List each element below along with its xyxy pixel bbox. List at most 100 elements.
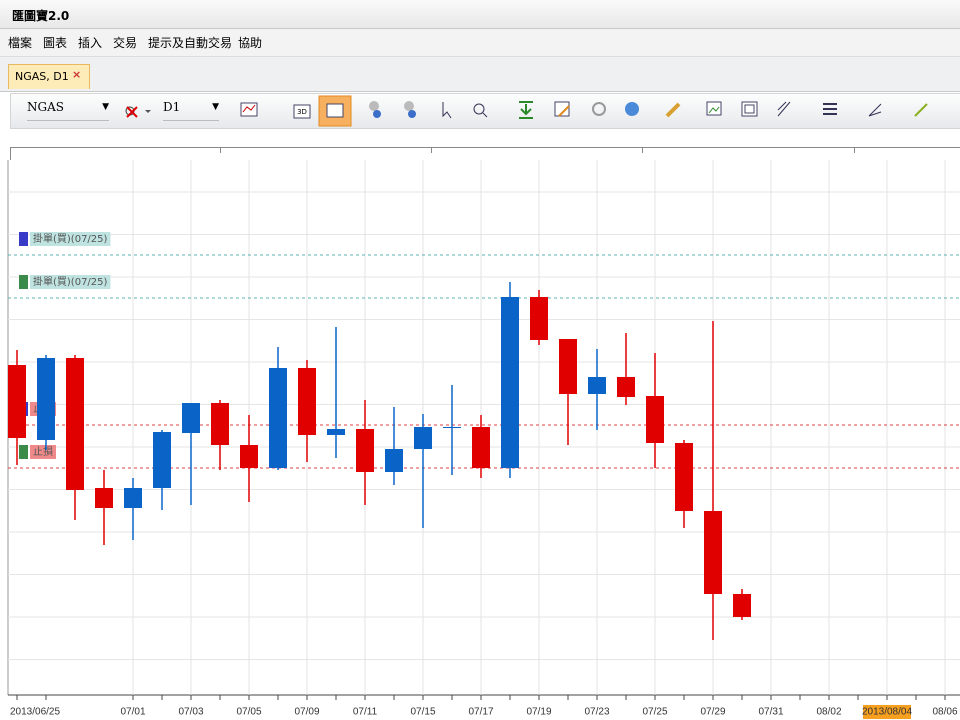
tool-icon[interactable] bbox=[442, 102, 452, 119]
icon[interactable] bbox=[123, 103, 153, 119]
candle-body bbox=[646, 396, 664, 443]
chart: 2013/06/25 07/01 07/03 07/05 07/09 07/11 07/15… bbox=[7, 160, 960, 719]
menu-item[interactable]: 提示及自動交易 bbox=[148, 36, 233, 50]
tool-icon[interactable] bbox=[868, 103, 882, 117]
level-label: 掛單(買)(07/25) bbox=[33, 232, 108, 245]
svg-text:3D: 3D bbox=[297, 108, 307, 116]
ruler-tick bbox=[431, 148, 432, 153]
arrow: ▼ bbox=[102, 102, 109, 112]
menu-item[interactable]: 圖表 bbox=[43, 36, 68, 50]
timeframe: D1 bbox=[163, 100, 181, 114]
tool-icon[interactable] bbox=[404, 101, 416, 118]
x-tick-label: 07/01 bbox=[120, 707, 145, 718]
ruler-tick bbox=[642, 148, 643, 153]
label-highlight bbox=[863, 705, 911, 719]
toolbar-icons: 3D bbox=[240, 95, 928, 127]
candle-body bbox=[443, 427, 461, 428]
level-marker bbox=[19, 275, 28, 289]
candle-body bbox=[588, 377, 606, 394]
menu-bar: 檔案 圖表 插入 交易 提示及自動交易 協助 bbox=[0, 29, 960, 57]
x-tick-label: 08/06 bbox=[932, 707, 957, 718]
level-label: 掛單(買)(07/25) bbox=[33, 275, 108, 288]
candle-body bbox=[617, 377, 635, 397]
menu-item[interactable]: 插入 bbox=[78, 36, 103, 50]
level-label-bg bbox=[30, 232, 111, 246]
tool-icon[interactable] bbox=[706, 101, 722, 116]
toolbar: NGAS ▼ D1 ▼ 3D bbox=[10, 93, 960, 129]
candle-body bbox=[501, 297, 519, 468]
candle-body bbox=[8, 365, 26, 438]
x-tick-label: 07/17 bbox=[468, 707, 493, 718]
candle-body bbox=[704, 511, 722, 594]
level-marker bbox=[19, 232, 28, 246]
candle-body bbox=[472, 427, 490, 468]
x-tick-label: 07/31 bbox=[758, 707, 783, 718]
tool-icon[interactable] bbox=[369, 101, 381, 118]
tool-icon[interactable] bbox=[741, 101, 758, 117]
candle-body bbox=[298, 368, 316, 435]
ruler bbox=[10, 147, 960, 160]
timeframe-select[interactable]: D1 ▼ bbox=[163, 100, 219, 121]
candle-body bbox=[124, 488, 142, 508]
level-label: 止損 bbox=[33, 445, 53, 458]
tool-icon[interactable] bbox=[473, 103, 488, 118]
arrow: ▼ bbox=[212, 102, 219, 112]
tool-icon[interactable] bbox=[914, 103, 928, 117]
candle-body bbox=[66, 358, 84, 490]
level-label-bg bbox=[30, 445, 56, 459]
candle-body bbox=[356, 429, 374, 472]
x-tick-label: 07/05 bbox=[236, 707, 261, 718]
tool-icon[interactable] bbox=[240, 102, 258, 117]
candle-body bbox=[95, 488, 113, 508]
candle-body bbox=[269, 368, 287, 468]
menu-item[interactable]: 交易 bbox=[113, 36, 138, 50]
tab-close[interactable]: × bbox=[72, 68, 82, 81]
x-tick-label: 07/25 bbox=[642, 707, 667, 718]
tool-icon[interactable] bbox=[592, 102, 606, 116]
x-tick-label: 2013/08/04 bbox=[862, 707, 912, 718]
level-marker bbox=[19, 445, 28, 459]
ruler-tick bbox=[220, 148, 221, 153]
candle-body bbox=[153, 432, 171, 488]
tool-icon[interactable] bbox=[777, 101, 791, 117]
candle-body bbox=[385, 449, 403, 472]
level-label-bg bbox=[30, 275, 111, 289]
menu-item[interactable]: 協助 bbox=[238, 36, 263, 50]
candle-body bbox=[530, 297, 548, 340]
candle-body bbox=[211, 403, 229, 445]
symbol: NGAS bbox=[27, 100, 64, 114]
x-tick-label: 07/15 bbox=[410, 707, 435, 718]
tool-icon[interactable]: 3D bbox=[293, 104, 311, 119]
x-tick-label: 07/29 bbox=[700, 707, 725, 718]
candle-body bbox=[733, 594, 751, 617]
window-title: 匯圖寶2.0 bbox=[12, 9, 70, 23]
tool-icon[interactable] bbox=[318, 95, 352, 127]
x-tick-label: 07/03 bbox=[178, 707, 203, 718]
candle-body bbox=[414, 427, 432, 449]
tool-icon[interactable] bbox=[519, 101, 533, 119]
x-tick-label: 2013/06/25 bbox=[10, 707, 60, 718]
title-bar: 匯圖寶2.0 bbox=[0, 0, 960, 29]
menu-item[interactable]: 檔案 bbox=[8, 36, 33, 50]
tool-icon[interactable] bbox=[554, 101, 570, 117]
chart-tab[interactable]: NGAS, D1 × bbox=[8, 64, 90, 89]
x-tick-label: 07/09 bbox=[294, 707, 319, 718]
tool-icon[interactable] bbox=[665, 102, 681, 118]
x-tick-label: 07/23 bbox=[584, 707, 609, 718]
tab-label: NGAS, D1 bbox=[15, 70, 69, 83]
candle-body bbox=[327, 429, 345, 435]
tool-icon[interactable] bbox=[823, 103, 837, 115]
x-tick-label: 08/02 bbox=[816, 707, 841, 718]
x-tick-label: 07/19 bbox=[526, 707, 551, 718]
ruler-tick bbox=[854, 148, 855, 153]
symbol-select[interactable]: NGAS ▼ bbox=[27, 100, 109, 121]
candle-body bbox=[240, 445, 258, 468]
tab-strip bbox=[0, 57, 960, 92]
candle-body bbox=[182, 403, 200, 433]
candle-body bbox=[37, 358, 55, 440]
candle-body bbox=[559, 339, 577, 394]
candle-body bbox=[675, 443, 693, 511]
x-tick-label: 07/11 bbox=[353, 707, 378, 718]
tool-icon[interactable] bbox=[625, 102, 639, 116]
